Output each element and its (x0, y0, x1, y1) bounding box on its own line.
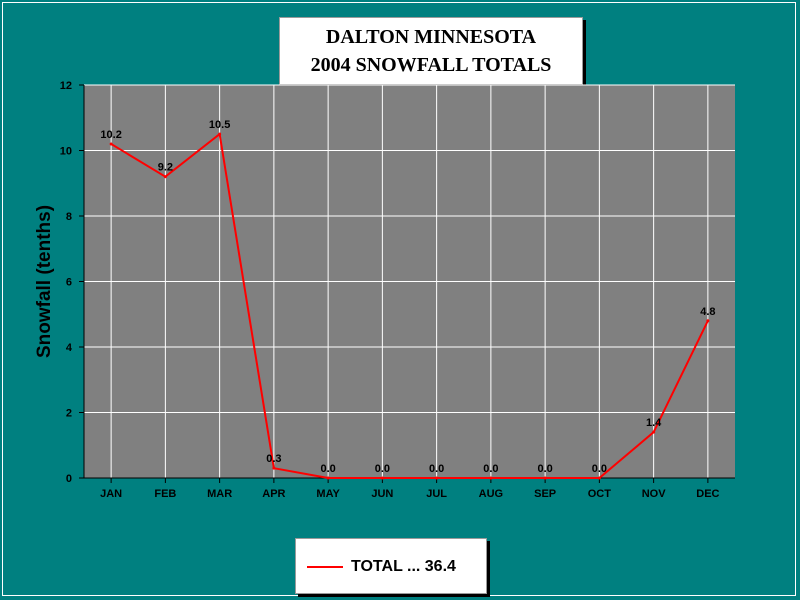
data-point (489, 476, 493, 480)
chart-title-line-2: 2004 SNOWFALL TOTALS (310, 54, 552, 76)
data-point (326, 476, 330, 480)
data-label: 0.0 (483, 463, 498, 475)
data-point (380, 476, 384, 480)
y-tick-label: 10 (60, 146, 72, 158)
data-label: 0.0 (320, 463, 335, 475)
chart-title-line-1: DALTON MINNESOTA (325, 26, 537, 48)
data-point (218, 132, 222, 136)
legend-line-swatch (307, 566, 343, 568)
y-tick-label: 2 (66, 408, 72, 420)
data-point (652, 430, 656, 434)
x-tick-label: JUN (371, 488, 393, 500)
y-tick-label: 8 (66, 211, 72, 223)
x-tick-label: JUL (426, 488, 447, 500)
data-label: 0.0 (537, 463, 552, 475)
data-label: 0.0 (375, 463, 390, 475)
y-axis-title: Snowfall (tenths) (34, 205, 55, 358)
y-tick-label: 0 (66, 473, 72, 485)
data-point (163, 175, 167, 179)
series-line (110, 132, 709, 479)
data-label: 0.0 (429, 463, 444, 475)
data-label: 4.8 (700, 306, 715, 318)
data-point (597, 476, 601, 480)
data-point (435, 476, 439, 480)
y-tick-label: 6 (66, 277, 72, 289)
data-label: 0.0 (592, 463, 607, 475)
data-point (706, 319, 710, 323)
x-tick-label: JAN (100, 488, 122, 500)
data-label: 1.4 (646, 417, 662, 429)
x-tick-label: APR (262, 488, 285, 500)
data-point (109, 142, 113, 146)
x-tick-label: MAY (316, 488, 340, 500)
data-point (543, 476, 547, 480)
x-tick-label: AUG (479, 488, 503, 500)
x-tick-label: SEP (534, 488, 556, 500)
legend: TOTAL ... 36.4 (295, 538, 487, 594)
data-label: 10.5 (209, 119, 230, 131)
legend-label: TOTAL ... 36.4 (351, 558, 456, 575)
data-label: 0.3 (266, 453, 281, 465)
x-tick-label: DEC (696, 488, 719, 500)
data-label: 9.2 (158, 162, 173, 174)
x-tick-label: MAR (207, 488, 232, 500)
y-tick-label: 4 (66, 342, 73, 354)
data-label: 10.2 (100, 129, 121, 141)
data-point (272, 466, 276, 470)
x-tick-label: OCT (588, 488, 612, 500)
x-tick-label: NOV (642, 488, 667, 500)
y-tick-label: 12 (60, 80, 72, 92)
x-tick-label: FEB (154, 488, 176, 500)
